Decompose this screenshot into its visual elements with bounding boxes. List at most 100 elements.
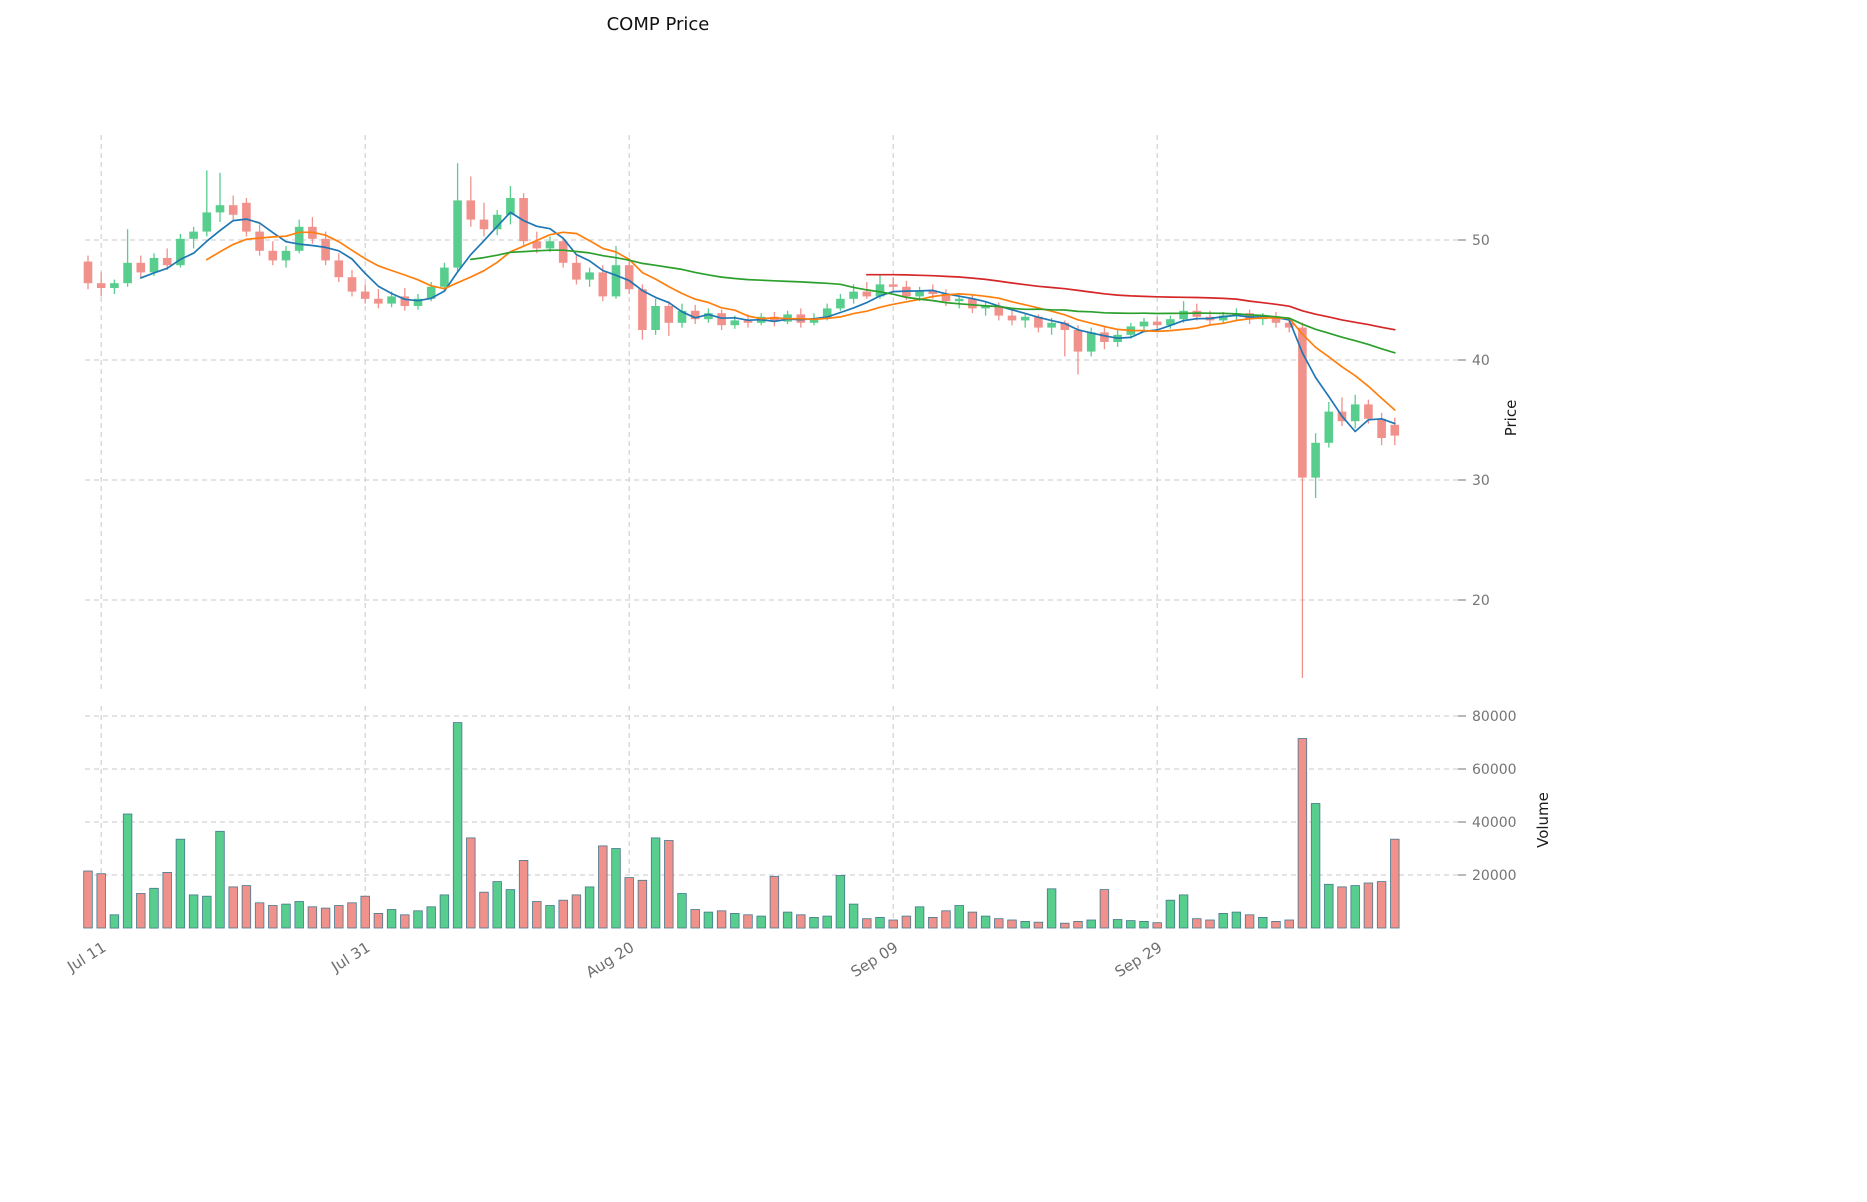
volume-bar [941, 910, 951, 929]
candle-body [294, 226, 304, 251]
volume-bar [1244, 914, 1255, 929]
volume-bar [281, 903, 291, 929]
volume-bar [518, 860, 529, 929]
volume-bar [241, 885, 252, 929]
volume-bar [347, 902, 357, 929]
candle-body [915, 290, 924, 297]
candle-body [453, 200, 462, 268]
candle-body [123, 262, 132, 284]
volume-bar [624, 877, 634, 929]
volume-bar [743, 914, 753, 929]
volume-bar [215, 830, 225, 929]
volume-bar [650, 837, 661, 929]
candle-body [875, 284, 885, 297]
candle-body [149, 258, 159, 273]
candle-body [281, 250, 291, 261]
candle-body [849, 291, 858, 299]
candle-body [545, 241, 555, 249]
candle-body [1047, 322, 1056, 328]
candle-body [1020, 316, 1030, 321]
volume-bar [1337, 886, 1347, 929]
volume-bar [875, 917, 885, 929]
candle-body [96, 283, 106, 288]
candle-body [994, 306, 1004, 316]
candle-body [1073, 330, 1083, 352]
volume-bar [1297, 738, 1308, 929]
candle-body [136, 262, 146, 273]
ma30-line [469, 249, 1396, 354]
volume-bar [703, 911, 714, 929]
x-tick-label: Sep 29 [1112, 938, 1166, 981]
candle-body [176, 238, 185, 266]
candle-body [677, 310, 687, 323]
candle-body [215, 205, 225, 213]
volume-bar [571, 894, 582, 929]
volume-bar [175, 838, 186, 929]
volume-bar [268, 905, 278, 929]
volume-bar [162, 872, 172, 929]
candle-body [954, 298, 964, 302]
candle-body [532, 241, 542, 249]
volume-bar [479, 891, 489, 929]
candle-body [492, 214, 502, 230]
volume-bar [1324, 883, 1334, 929]
volume-bar [677, 893, 687, 929]
candle-body [1152, 321, 1162, 326]
volume-bar [1218, 913, 1228, 929]
candle-body [717, 313, 726, 326]
volume-bar [202, 895, 212, 929]
candle-body [1179, 310, 1188, 320]
candle-body [862, 291, 872, 297]
candle-body [704, 313, 713, 320]
volume-bar [782, 911, 793, 929]
volume-bar [1284, 919, 1294, 929]
volume-bar [426, 906, 436, 929]
volume-bar [1139, 921, 1149, 929]
volume-bar [452, 722, 463, 929]
candle-body [981, 306, 990, 309]
volume-bar [848, 903, 859, 929]
volume-axis-label: Volume [1534, 792, 1552, 848]
volume-bar [109, 914, 120, 929]
x-tick-label: Sep 09 [848, 938, 902, 981]
volume-bar [862, 918, 872, 929]
candle-body [1218, 315, 1228, 321]
volume-bar [835, 875, 846, 929]
volume-bar [413, 910, 423, 929]
candle-body [888, 284, 898, 287]
volume-bar [1258, 917, 1268, 929]
candle-body [110, 283, 119, 288]
volume-bar [1060, 922, 1070, 929]
candle-body [1166, 319, 1175, 326]
candle-body [822, 308, 832, 318]
candle-body [1324, 411, 1334, 443]
candle-body [506, 198, 515, 215]
volume-bar [1112, 919, 1123, 929]
x-tick-label: Jul 11 [63, 938, 109, 976]
volume-bar [994, 918, 1004, 929]
candle-body [1390, 424, 1400, 436]
candle-body [743, 320, 753, 323]
candle-body [466, 200, 476, 220]
candle-body [387, 296, 396, 304]
candle-body [83, 261, 93, 284]
candle-body [638, 289, 647, 330]
volume-bar [1271, 921, 1281, 929]
candle-body [664, 306, 674, 323]
ma10-line [205, 231, 1396, 411]
volume-bar [716, 910, 727, 929]
volume-bar [386, 909, 397, 929]
candle-body [1100, 332, 1109, 342]
volume-bar [1205, 919, 1215, 929]
volume-bar [1178, 894, 1189, 929]
candle-body [1284, 322, 1294, 328]
candle-body [374, 298, 383, 304]
candle-body [770, 316, 779, 322]
volume-bar [83, 870, 93, 929]
volume-bar [1099, 889, 1110, 929]
candle-body [585, 272, 594, 280]
volume-bar [1152, 922, 1162, 929]
candle-body [836, 298, 845, 309]
price-tick-label: 20 [1472, 593, 1490, 609]
volume-bar [492, 881, 502, 929]
